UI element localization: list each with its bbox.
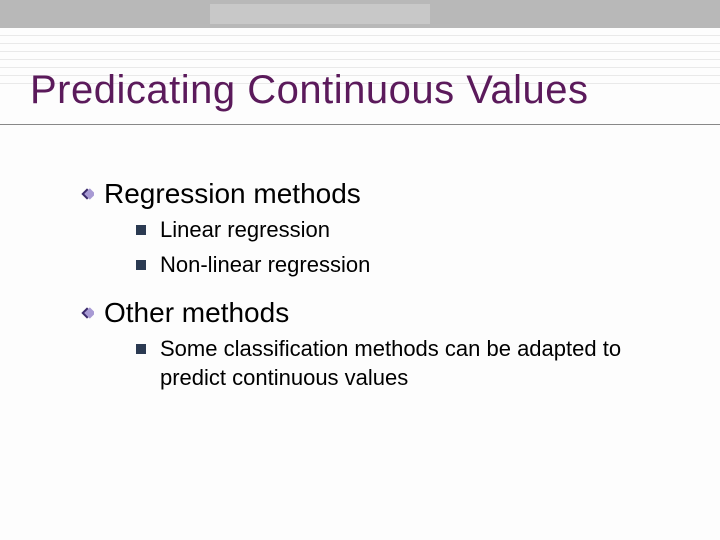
bullet-level2: Non-linear regression (136, 251, 680, 280)
square-icon (136, 225, 146, 235)
bullet-level1: Other methods (80, 297, 680, 329)
section-heading: Other methods (104, 297, 289, 329)
bullet-level2: Some classification methods can be adapt… (136, 335, 680, 392)
top-bar-inset (210, 4, 430, 24)
bullet-text: Non-linear regression (160, 251, 370, 280)
top-bar (0, 0, 720, 28)
bullet-level2: Linear regression (136, 216, 680, 245)
square-icon (136, 344, 146, 354)
bullet-level1: Regression methods (80, 178, 680, 210)
bullet-text: Linear regression (160, 216, 330, 245)
diamond-icon (80, 187, 94, 201)
slide-body: Regression methods Linear regression Non… (80, 160, 680, 394)
square-icon (136, 260, 146, 270)
slide-title: Predicating Continuous Values (30, 68, 589, 113)
diamond-icon (80, 306, 94, 320)
section-heading: Regression methods (104, 178, 361, 210)
title-underline (0, 124, 720, 125)
bullet-text: Some classification methods can be adapt… (160, 335, 680, 392)
